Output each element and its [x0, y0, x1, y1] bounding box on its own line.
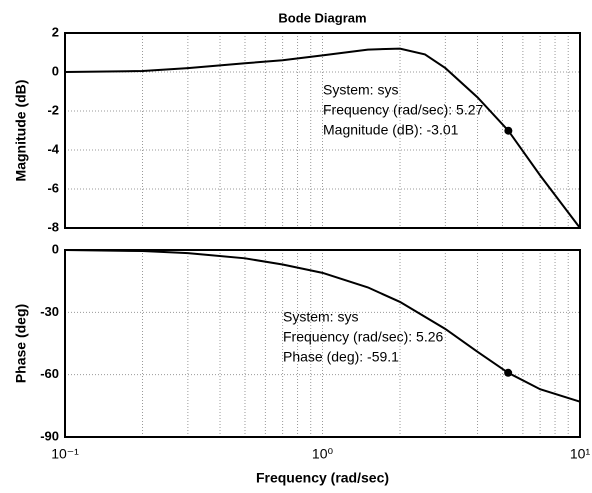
y-tick-label: -60	[40, 366, 59, 381]
y-tick-label: -4	[47, 141, 59, 156]
y-tick-label: 0	[52, 241, 59, 256]
x-tick-label: 10⁻¹	[51, 446, 79, 462]
datatip-text: Phase (deg): -59.1	[283, 349, 399, 365]
chart-title: Bode Diagram	[278, 10, 366, 25]
y-tick-label: -8	[47, 219, 59, 234]
datatip-marker	[504, 126, 513, 135]
datatip-text: System: sys	[283, 309, 358, 325]
line	[64, 47, 581, 229]
y-tick-label: -2	[47, 102, 59, 117]
y-tick-label: -90	[40, 428, 59, 443]
datatip-text: Frequency (rad/sec): 5.26	[283, 329, 444, 345]
x-tick-label: 10⁰	[312, 446, 334, 462]
datatip-text: Magnitude (dB): -3.01	[323, 122, 459, 138]
x-axis-label: Frequency (rad/sec)	[256, 470, 389, 486]
plot-frame	[64, 249, 581, 438]
y-axis-label: Phase (deg)	[13, 304, 29, 383]
plot-frame	[64, 32, 581, 229]
datatip-text: System: sys	[323, 82, 398, 98]
y-tick-label: 0	[52, 63, 59, 78]
datatip-marker	[504, 368, 513, 377]
datatip-text: Frequency (rad/sec): 5.27	[323, 102, 484, 118]
y-tick-label: -6	[47, 180, 59, 195]
x-tick-label: 10¹	[570, 446, 591, 462]
y-tick-label: 2	[52, 24, 59, 39]
y-tick-label: -30	[40, 304, 59, 319]
y-axis-label: Magnitude (dB)	[13, 80, 29, 182]
